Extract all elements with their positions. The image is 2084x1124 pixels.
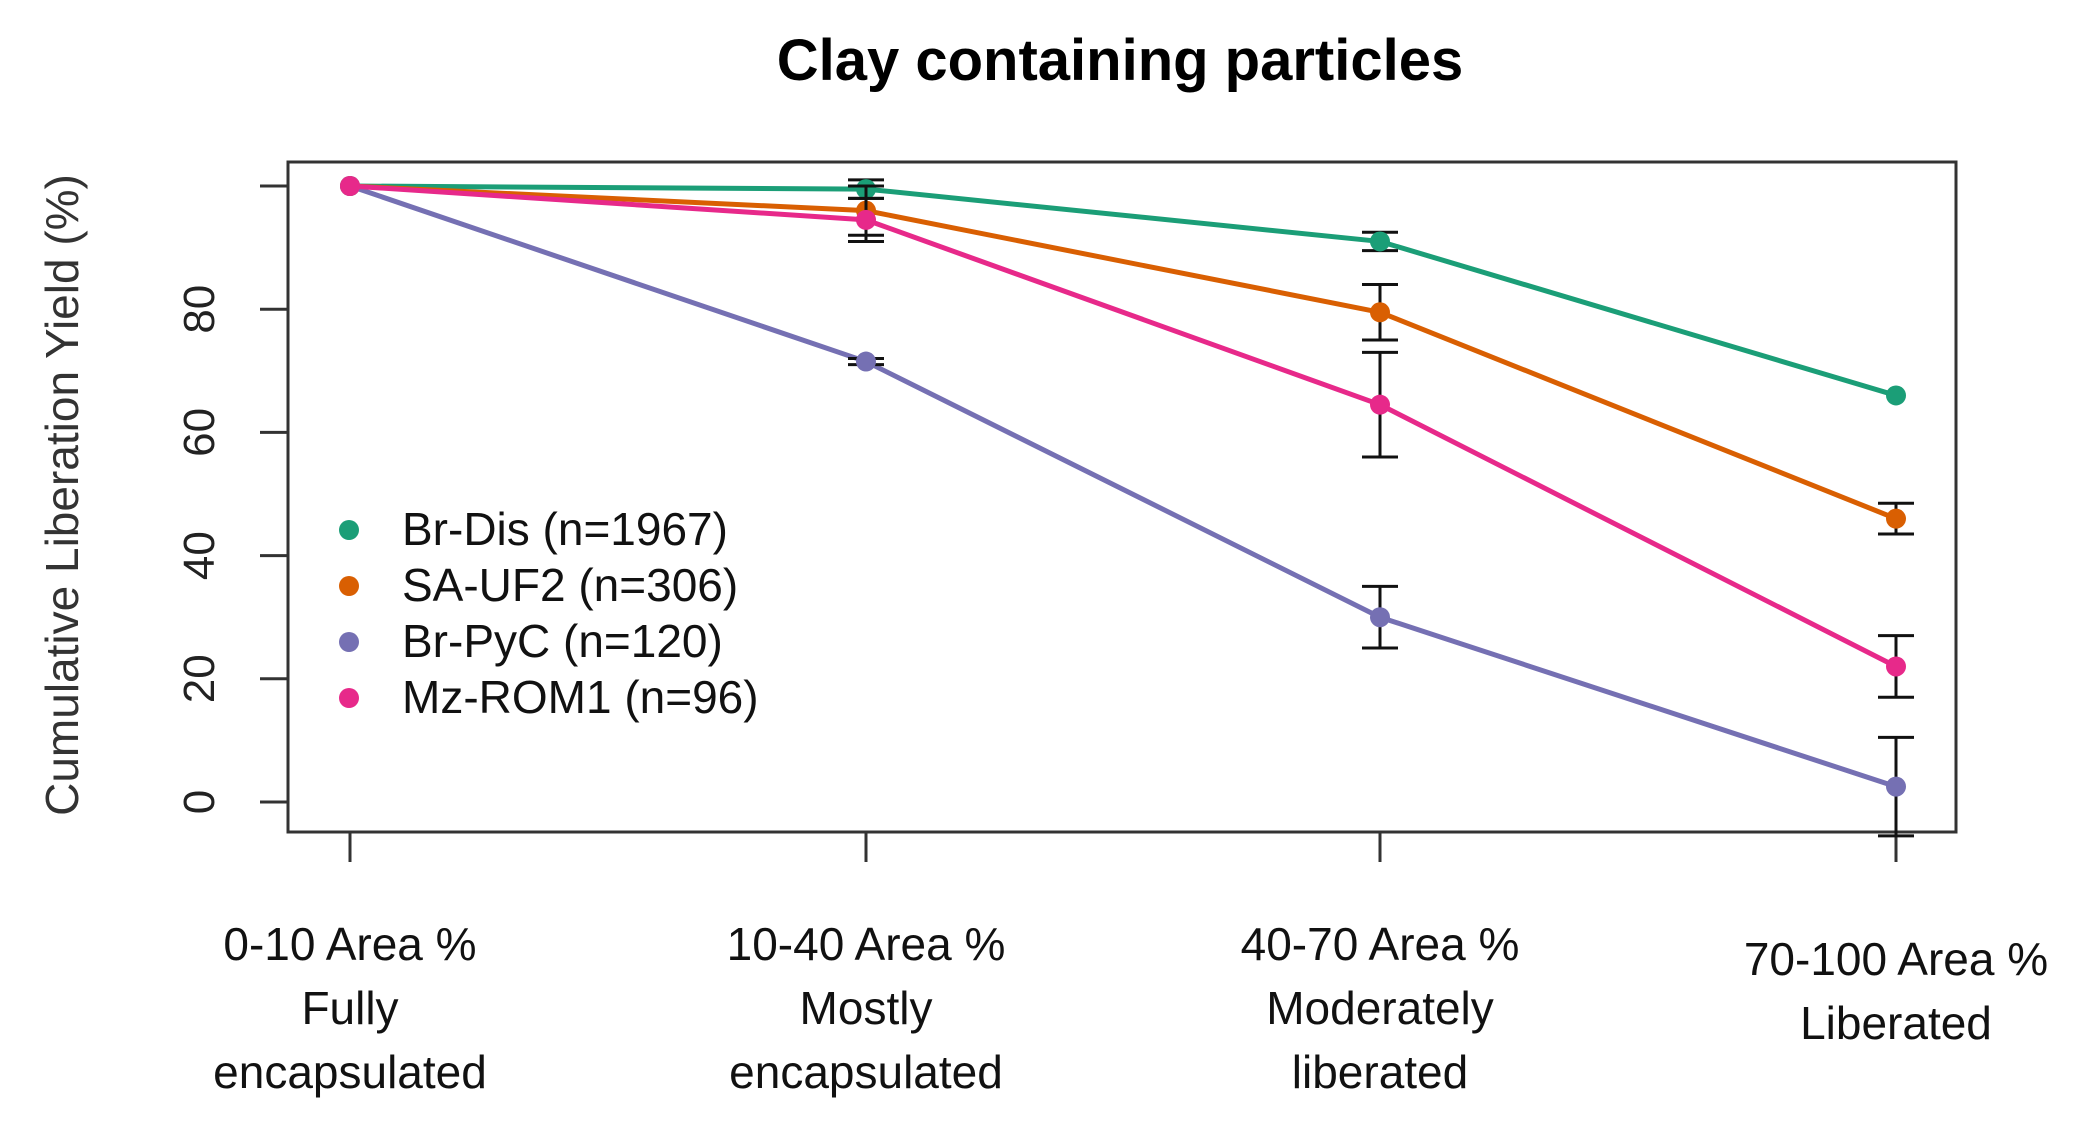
x-tick-label: 10-40 Area % <box>727 918 1006 970</box>
data-point <box>856 351 876 372</box>
series-4 <box>340 176 1914 699</box>
data-point <box>1370 302 1390 323</box>
series-line <box>349 183 1897 789</box>
x-tick-label: 0-10 Area % <box>223 918 476 970</box>
x-tick-label: encapsulated <box>213 1046 487 1098</box>
legend-marker <box>339 520 359 540</box>
data-point <box>340 176 360 196</box>
x-tick-label: encapsulated <box>729 1046 1003 1098</box>
legend: Br-Dis (n=1967)SA-UF2 (n=306)Br-PyC (n=1… <box>339 503 759 723</box>
data-point <box>1886 656 1906 677</box>
x-tick-label: 40-70 Area % <box>1241 918 1520 970</box>
legend-label: SA-UF2 (n=306) <box>402 559 738 611</box>
series-2 <box>340 176 1914 536</box>
legend-label: Br-Dis (n=1967) <box>402 503 728 555</box>
y-axis-label: Cumulative Liberation Yield (%) <box>36 174 88 816</box>
series-layer <box>340 176 1914 838</box>
x-tick-label: Mostly <box>800 982 933 1034</box>
data-point <box>1886 776 1906 797</box>
x-tick-label: Moderately <box>1266 982 1494 1034</box>
data-point <box>1370 394 1390 415</box>
data-point <box>1886 385 1906 406</box>
legend-label: Br-PyC (n=120) <box>402 615 723 667</box>
data-point <box>1370 231 1390 252</box>
x-tick-label: 70-100 Area % <box>1744 933 2048 985</box>
data-point <box>856 209 876 230</box>
y-tick-label: 40 <box>175 531 224 580</box>
y-tick-label: 20 <box>175 654 224 703</box>
x-tick-label: Fully <box>301 982 398 1034</box>
legend-marker <box>339 688 359 708</box>
series-line <box>349 183 1897 398</box>
data-point <box>1886 508 1906 529</box>
legend-label: Mz-ROM1 (n=96) <box>402 671 759 723</box>
x-axis: 0-10 Area % Fully encapsulated 10-40 Area %… <box>213 830 2048 1098</box>
chart-title: Clay containing particles <box>777 28 1464 93</box>
y-tick-label: 60 <box>175 408 224 457</box>
series-line <box>349 183 1897 521</box>
y-axis: 0 20 40 60 80 <box>175 184 290 814</box>
data-point <box>1370 607 1390 628</box>
series-line <box>349 183 1898 669</box>
legend-marker <box>339 632 359 652</box>
y-tick-label: 0 <box>175 790 224 814</box>
series-1 <box>340 176 1906 406</box>
x-tick-label: liberated <box>1292 1046 1468 1098</box>
x-tick-label: Liberated <box>1800 997 1992 1049</box>
y-tick-label: 80 <box>175 285 224 334</box>
legend-marker <box>339 576 359 596</box>
